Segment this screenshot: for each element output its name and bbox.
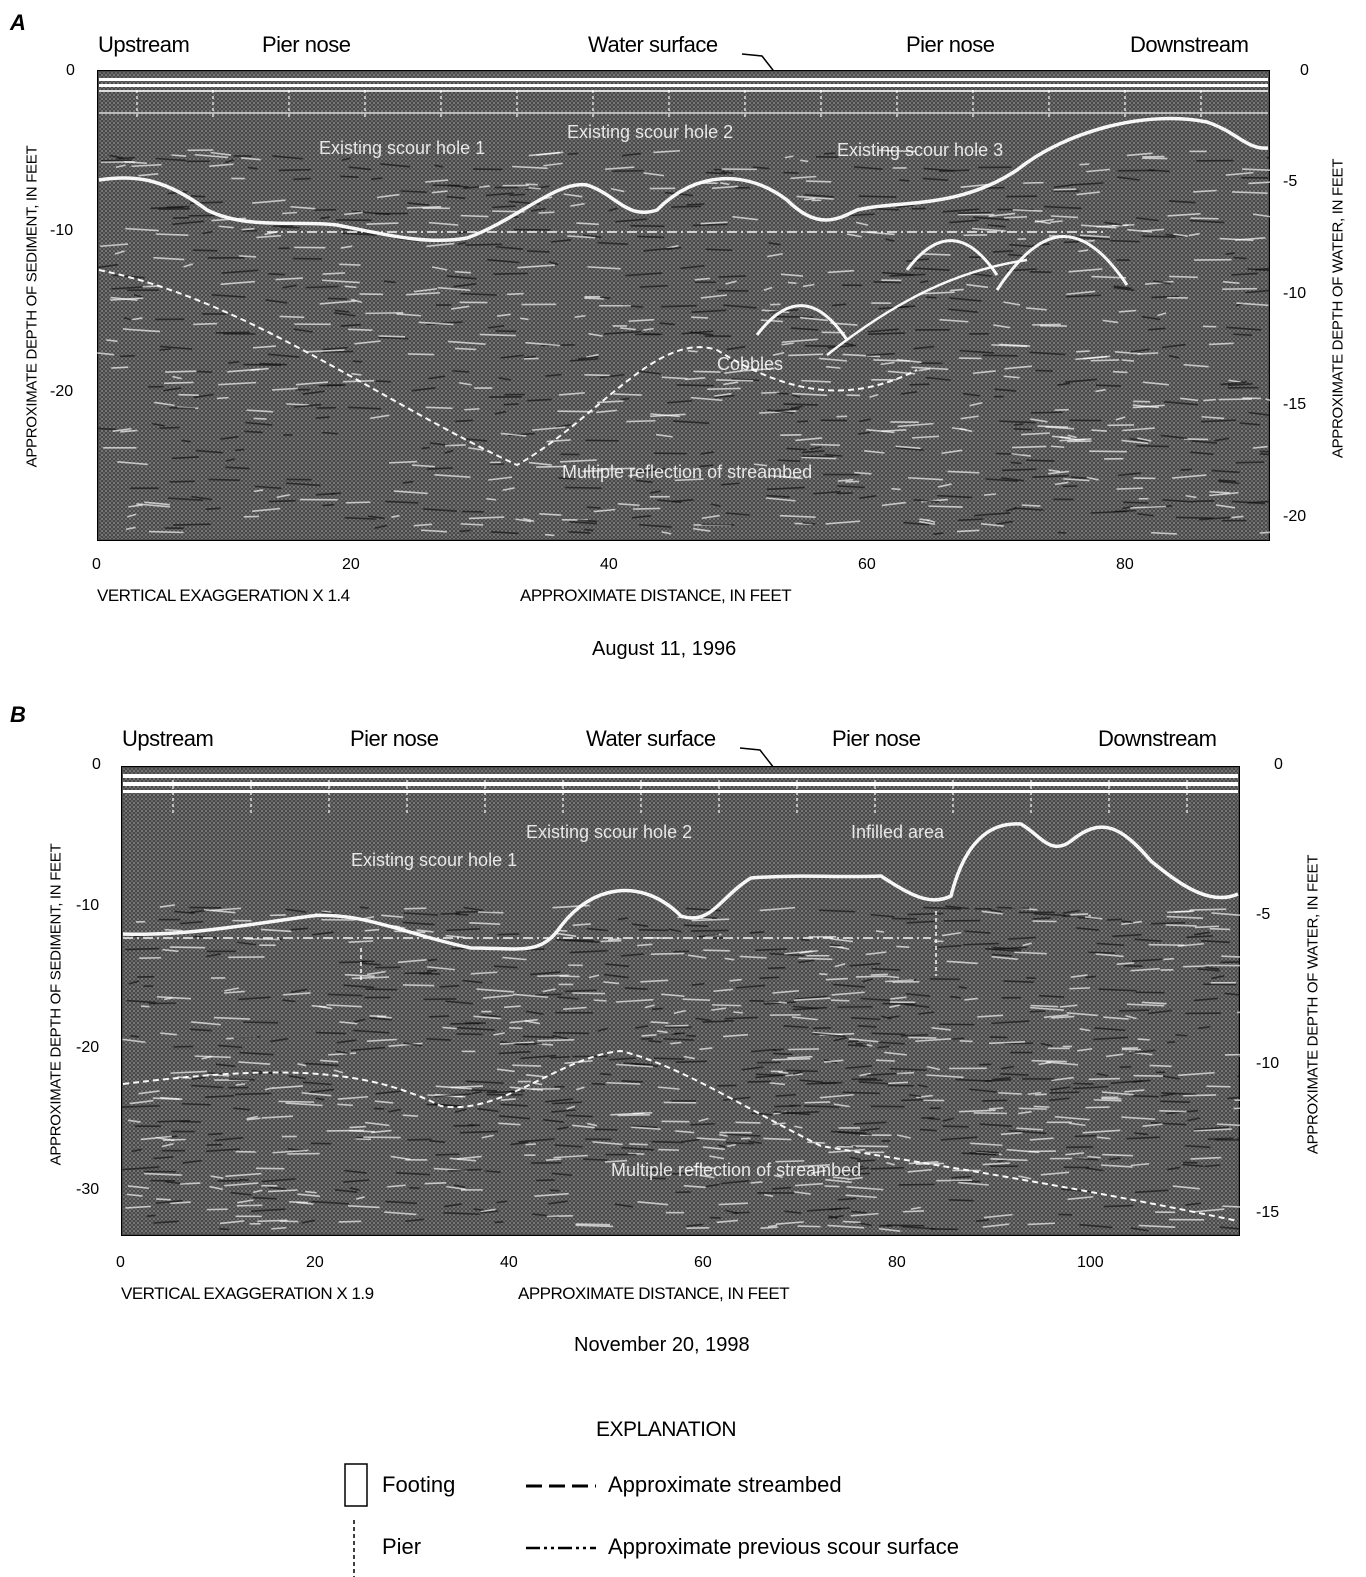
x-tick: 80 bbox=[888, 1254, 906, 1271]
pier-symbol bbox=[353, 1520, 355, 1577]
vertical-exaggeration: VERTICAL EXAGGERATION X 1.9 bbox=[121, 1284, 374, 1303]
vertical-exaggeration: VERTICAL EXAGGERATION X 1.4 bbox=[97, 586, 350, 605]
panel-letter: A bbox=[10, 10, 26, 35]
water-surface-bands bbox=[99, 78, 1268, 114]
radar-profile-b: Existing scour hole 1 Existing scour hole… bbox=[121, 766, 1240, 1236]
left-tick: -20 bbox=[76, 1039, 100, 1056]
left-tick: -20 bbox=[50, 383, 74, 400]
x-tick: 60 bbox=[858, 556, 876, 573]
right-tick: -5 bbox=[1283, 173, 1298, 190]
right-tick: 0 bbox=[1300, 62, 1309, 79]
reflection-streaks bbox=[97, 149, 1270, 537]
left-tick: -10 bbox=[50, 222, 74, 239]
pier-nose-right-label: Pier nose bbox=[906, 32, 995, 57]
upstream-label: Upstream bbox=[122, 726, 214, 751]
streambed-trace bbox=[98, 116, 1269, 243]
hyperbola bbox=[755, 304, 849, 341]
water-surface-leader bbox=[739, 747, 775, 769]
x-tick: 20 bbox=[342, 556, 360, 573]
pier-nose-left-label: Pier nose bbox=[350, 726, 439, 751]
previous-scour-symbol bbox=[526, 1546, 596, 1550]
right-tick: -15 bbox=[1256, 1204, 1280, 1221]
x-tick: 20 bbox=[306, 1254, 324, 1271]
left-tick: 0 bbox=[66, 62, 75, 79]
x-tick: 0 bbox=[116, 1254, 125, 1271]
radar-profile-a: Existing scour hole 1 Existing scour hole… bbox=[97, 70, 1270, 541]
pier-nose-left-label: Pier nose bbox=[262, 32, 351, 57]
footing-label: Footing bbox=[382, 1472, 456, 1497]
reflection-streaks bbox=[122, 904, 1240, 1232]
left-axis-title: APPROXIMATE DEPTH OF SEDIMENT, IN FEET bbox=[47, 843, 65, 1166]
x-tick: 0 bbox=[92, 556, 101, 573]
panel-date: November 20, 1998 bbox=[574, 1334, 750, 1356]
explanation-title: EXPLANATION bbox=[596, 1418, 736, 1441]
water-surface-leader bbox=[741, 53, 777, 75]
x-tick: 100 bbox=[1077, 1254, 1104, 1271]
multiple-reflection bbox=[122, 1049, 1239, 1222]
water-surface-bands bbox=[123, 774, 1238, 793]
radar-annotation: Existing scour hole 1 bbox=[319, 138, 485, 158]
pier-marks bbox=[172, 774, 1188, 814]
x-axis-title: APPROXIMATE DISTANCE, IN FEET bbox=[518, 1284, 790, 1303]
panel-date: August 11, 1996 bbox=[592, 638, 737, 660]
right-tick: -20 bbox=[1283, 508, 1307, 525]
right-tick: 0 bbox=[1274, 756, 1283, 773]
right-axis-title: APPROXIMATE DEPTH OF WATER, IN FEET bbox=[1304, 854, 1322, 1155]
downstream-label: Downstream bbox=[1130, 32, 1249, 57]
multiple-reflection bbox=[98, 269, 918, 467]
right-tick: -10 bbox=[1256, 1055, 1280, 1072]
radar-annotation: Existing scour hole 2 bbox=[567, 122, 733, 142]
upstream-label: Upstream bbox=[98, 32, 190, 57]
right-tick: -10 bbox=[1283, 285, 1307, 302]
left-axis-title: APPROXIMATE DEPTH OF SEDIMENT, IN FEET bbox=[23, 145, 41, 468]
radar-annotation: Existing scour hole 3 bbox=[837, 140, 1003, 160]
panel-letter: B bbox=[10, 702, 26, 727]
hyperbola bbox=[995, 234, 1129, 291]
left-tick: -10 bbox=[76, 897, 100, 914]
radar-annotation: Infilled area bbox=[851, 822, 945, 842]
pier-nose-right-label: Pier nose bbox=[832, 726, 921, 751]
streambed-symbol bbox=[526, 1484, 596, 1488]
x-tick: 40 bbox=[500, 1254, 518, 1271]
footing-symbol bbox=[344, 1463, 368, 1507]
hyperbola bbox=[826, 258, 1028, 356]
right-axis-title: APPROXIMATE DEPTH OF WATER, IN FEET bbox=[1329, 158, 1347, 459]
footing-outline bbox=[360, 911, 937, 981]
x-tick: 80 bbox=[1116, 556, 1134, 573]
streambed-label: Approximate streambed bbox=[608, 1472, 842, 1497]
pier-marks bbox=[136, 78, 1202, 118]
radar-annotation: Multiple reflection of streambed bbox=[611, 1160, 861, 1180]
left-tick: -30 bbox=[76, 1181, 100, 1198]
streambed-trace bbox=[122, 822, 1239, 951]
right-tick: -15 bbox=[1283, 396, 1307, 413]
hyperbola bbox=[905, 239, 999, 276]
water-surface-label: Water surface bbox=[588, 32, 718, 57]
downstream-label: Downstream bbox=[1098, 726, 1217, 751]
left-tick: 0 bbox=[92, 756, 101, 773]
previous-scour-label: Approximate previous scour surface bbox=[608, 1534, 959, 1559]
right-tick: -5 bbox=[1256, 906, 1271, 923]
water-surface-label: Water surface bbox=[586, 726, 716, 751]
x-tick: 40 bbox=[600, 556, 618, 573]
radar-annotation: Multiple reflection of streambed bbox=[562, 462, 812, 482]
x-axis-title: APPROXIMATE DISTANCE, IN FEET bbox=[520, 586, 792, 605]
radar-annotation: Cobbles bbox=[717, 354, 783, 374]
x-tick: 60 bbox=[694, 1254, 712, 1271]
radar-annotation: Existing scour hole 1 bbox=[351, 850, 517, 870]
pier-label: Pier bbox=[382, 1534, 422, 1559]
radar-annotation: Existing scour hole 2 bbox=[526, 822, 692, 842]
